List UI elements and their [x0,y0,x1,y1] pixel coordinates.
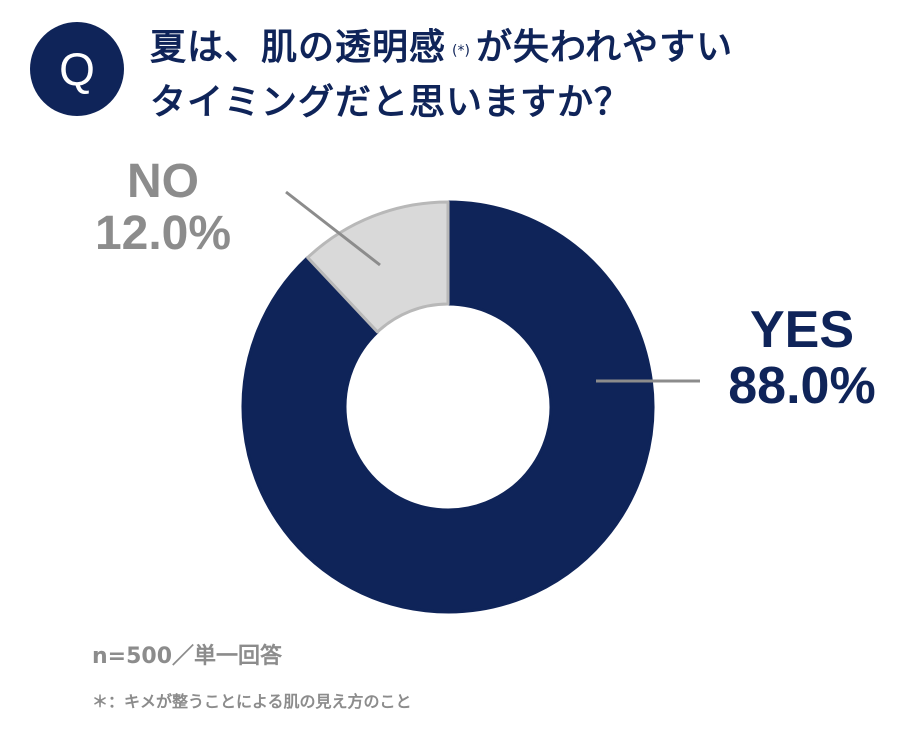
donut-slice-yes [241,200,655,614]
title-line-1: 夏は、肌の透明感 (*) が失われやすい [150,22,890,77]
slice-value-yes: 88.0% [728,357,876,416]
definition-note: ＊：キメが整うことによる肌の見え方のこと [92,692,412,711]
title-line-1-end: が失われやすい [475,27,734,68]
title-line-1-start: 夏は、肌の透明感 [150,27,447,68]
question-title: 夏は、肌の透明感 (*) が失われやすい タイミングだと思いますか？ [150,22,890,129]
title-line-2: タイミングだと思いますか？ [150,82,632,123]
slice-value-no: 12.0% [94,206,232,260]
slice-label-no: NO 12.0% [78,156,248,260]
sample-size-note: n=500／単一回答 [92,644,283,669]
title-footnote-mark: (*) [452,43,470,59]
leader-line-no [285,190,381,267]
slice-category-no: NO [127,155,199,208]
slice-label-yes: YES 88.0% [712,302,892,414]
slice-category-yes: YES [749,301,855,359]
question-badge: Q [30,22,124,116]
chart-slices [241,200,655,614]
